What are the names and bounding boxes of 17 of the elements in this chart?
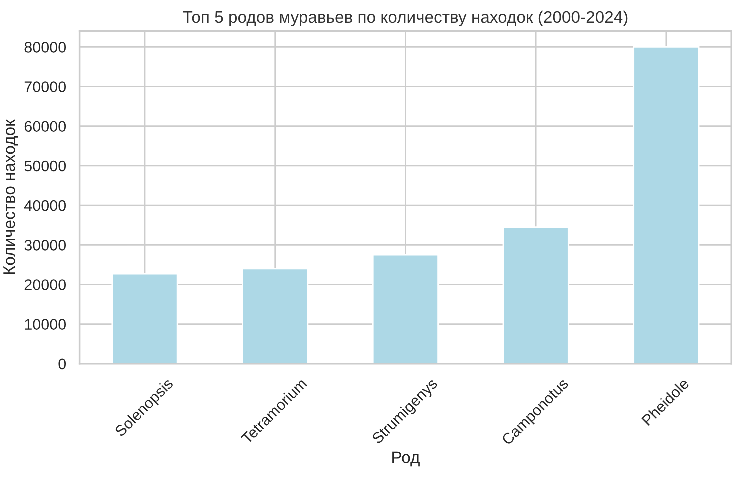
y-tick-label: 80000 (24, 42, 66, 53)
y-tick-label: 20000 (24, 280, 66, 290)
y-tick-label: 50000 (24, 160, 66, 172)
y-tick-label: 70000 (24, 82, 66, 92)
x-axis-title: Род (392, 452, 420, 467)
y-tick-label: 40000 (24, 200, 66, 212)
chart-title: Топ 5 родов муравьев по количеству находок (2000-2024) (183, 10, 628, 26)
bar (633, 46, 700, 364)
bar (112, 273, 178, 364)
y-tick-label: 60000 (24, 121, 66, 132)
bar (502, 226, 570, 364)
y-tick-label: 30000 (24, 240, 66, 251)
y-axis-title: Количество находок (4, 120, 18, 274)
bar (242, 268, 309, 364)
y-tick-label: 10000 (25, 319, 66, 330)
bar (372, 254, 439, 364)
y-tick-label: 0 (58, 358, 66, 370)
